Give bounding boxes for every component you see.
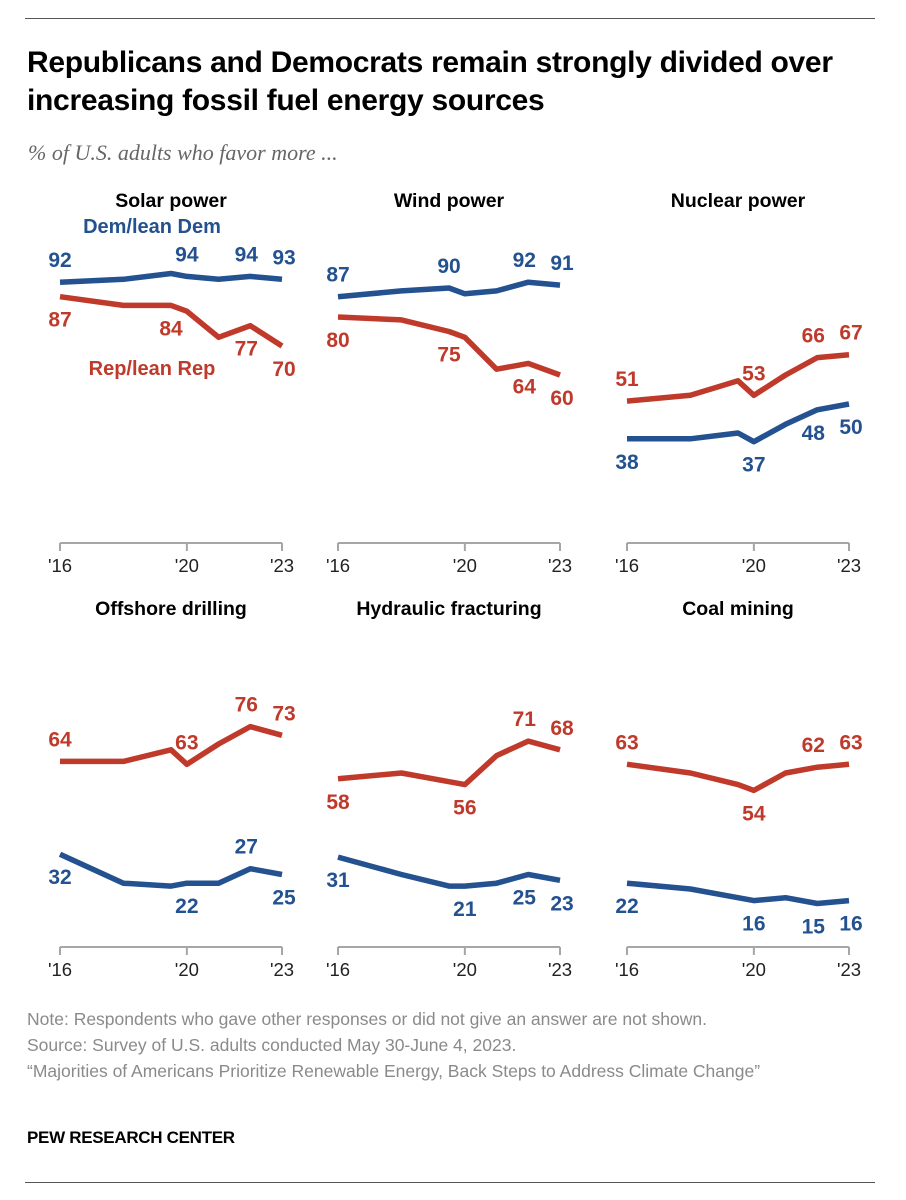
x-tick-label: '20 <box>175 555 199 576</box>
data-label: 23 <box>550 892 573 915</box>
data-label: 80 <box>326 329 349 352</box>
x-tick-label: '20 <box>742 959 766 980</box>
x-tick-label: '20 <box>742 555 766 576</box>
pew-logo-text: PEW RESEARCH CENTER <box>27 1128 235 1147</box>
dem-line <box>337 854 561 889</box>
data-label: 37 <box>742 454 765 477</box>
panel-title: Hydraulic fracturing <box>356 598 541 620</box>
dem-line <box>337 279 561 300</box>
data-label: 71 <box>513 708 537 731</box>
chart-subtitle: % of U.S. adults who favor more ... <box>28 140 338 165</box>
data-label: 93 <box>272 246 295 269</box>
top-rule <box>25 18 875 19</box>
data-label: 15 <box>802 916 826 939</box>
x-tick-label: '23 <box>837 959 861 980</box>
x-tick-label: '23 <box>270 555 294 576</box>
data-label: 63 <box>175 731 198 754</box>
notes: Note: Respondents who gave other respons… <box>27 1006 877 1084</box>
data-label: 94 <box>175 243 199 266</box>
dem-line <box>58 851 283 889</box>
panel-coal-mining: Coal mining '16 '20 '23 63 54 62 63 22 16 15 16 <box>615 598 863 980</box>
x-tick-label: '23 <box>548 555 572 576</box>
data-label: 70 <box>272 358 295 381</box>
x-tick-label: '16 <box>48 959 72 980</box>
data-label: 75 <box>437 344 461 367</box>
data-label: 63 <box>839 731 862 754</box>
data-label: 48 <box>802 422 826 445</box>
rep-line <box>626 761 850 794</box>
report-title: “Majorities of Americans Prioritize Rene… <box>27 1061 761 1081</box>
data-label: 25 <box>272 887 296 910</box>
data-label: 92 <box>48 249 71 272</box>
x-tick-label: '20 <box>453 555 477 576</box>
data-label: 32 <box>48 866 71 889</box>
chart-title: Republicans and Democrats remain strongl… <box>27 46 833 117</box>
data-label: 63 <box>615 731 638 754</box>
x-tick-label: '23 <box>548 959 572 980</box>
x-tick-label: '16 <box>326 555 350 576</box>
panel-title: Nuclear power <box>671 190 806 212</box>
data-label: 68 <box>550 717 574 740</box>
data-label: 53 <box>742 362 765 385</box>
data-label: 58 <box>326 791 350 814</box>
panel-title: Coal mining <box>682 598 794 620</box>
data-label: 27 <box>235 836 258 859</box>
data-label: 56 <box>453 797 476 820</box>
panel-title: Solar power <box>115 190 227 212</box>
x-tick-label: '16 <box>615 555 639 576</box>
data-label: 16 <box>742 913 765 936</box>
data-label: 16 <box>839 913 862 936</box>
panel-solar-power: Solar power '16 '20 '23 92 94 94 93 Dem/lean Dem… <box>48 190 296 576</box>
data-label: 62 <box>802 734 825 757</box>
rep-line <box>337 738 561 788</box>
data-label: 54 <box>742 802 766 825</box>
x-tick-label: '20 <box>453 959 477 980</box>
data-label: 66 <box>802 325 825 348</box>
data-label: 87 <box>48 309 71 332</box>
x-tick-label: '16 <box>326 959 350 980</box>
x-tick-label: '20 <box>175 959 199 980</box>
x-tick-label: '16 <box>48 555 72 576</box>
panel-title: Offshore drilling <box>95 598 247 620</box>
data-label: 60 <box>550 387 573 410</box>
data-label: 64 <box>513 375 537 398</box>
data-label: 50 <box>839 416 862 439</box>
x-tick-label: '23 <box>837 555 861 576</box>
small-multiples-chart: Solar power '16 '20 '23 92 94 94 93 Dem/lean Dem… <box>48 190 863 980</box>
data-label: 31 <box>326 869 350 892</box>
data-label: 90 <box>437 255 460 278</box>
data-label: 22 <box>615 895 638 918</box>
source-text: Source: Survey of U.S. adults conducted … <box>27 1035 517 1055</box>
data-label: 77 <box>235 338 258 361</box>
dem-line <box>59 270 283 285</box>
data-label: 87 <box>326 264 349 287</box>
data-label: 91 <box>550 252 574 275</box>
panel-nuclear-power: Nuclear power '16 '20 '23 51 53 66 67 38 37 48 50 <box>615 190 863 576</box>
bottom-rule <box>25 1182 875 1183</box>
note-text: Note: Respondents who gave other respons… <box>27 1009 707 1029</box>
legend-dem: Dem/lean Dem <box>83 216 221 238</box>
data-label: 73 <box>272 702 295 725</box>
x-tick-label: '16 <box>615 959 639 980</box>
panel-title: Wind power <box>394 190 505 212</box>
data-label: 67 <box>839 322 862 345</box>
data-label: 94 <box>235 243 259 266</box>
data-label: 64 <box>48 728 72 751</box>
data-label: 38 <box>615 451 639 474</box>
dem-line <box>626 880 850 907</box>
data-label: 21 <box>453 898 477 921</box>
legend-rep: Rep/lean Rep <box>89 358 216 380</box>
data-label: 51 <box>615 368 639 391</box>
panel-offshore-drilling: Offshore drilling '16 '20 '23 64 63 76 73 32 22 27… <box>48 598 296 980</box>
panel-hydraulic-fracturing: Hydraulic fracturing '16 '20 '23 58 56 71 68 31 2… <box>326 598 574 980</box>
data-label: 76 <box>235 694 258 717</box>
rep-line <box>626 351 850 404</box>
data-label: 84 <box>159 317 183 340</box>
data-label: 92 <box>513 249 536 272</box>
data-label: 25 <box>513 887 537 910</box>
x-tick-label: '23 <box>270 959 294 980</box>
rep-line <box>60 723 283 768</box>
data-label: 22 <box>175 895 198 918</box>
panel-wind-power: Wind power '16 '20 '23 87 90 92 91 80 75 64 60 <box>326 190 574 576</box>
